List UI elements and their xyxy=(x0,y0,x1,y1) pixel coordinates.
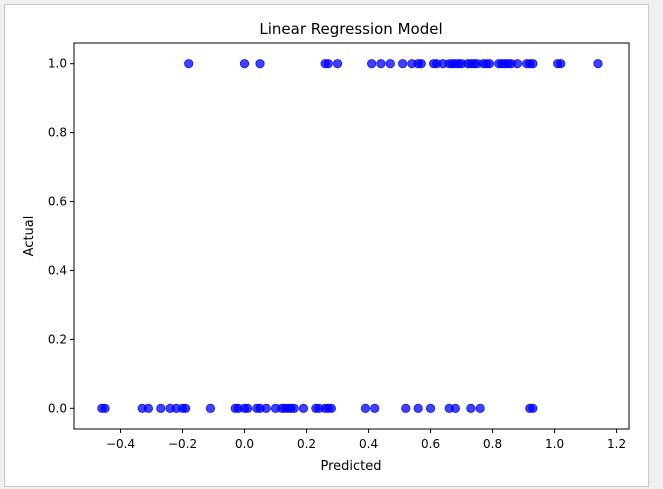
data-point xyxy=(370,403,380,413)
chart-title: Linear Regression Model xyxy=(259,20,442,38)
data-point xyxy=(398,59,408,69)
data-point xyxy=(143,403,154,413)
y-tick-label: 0.2 xyxy=(48,332,67,346)
data-point xyxy=(416,59,426,69)
data-point xyxy=(593,59,603,69)
data-point xyxy=(401,403,411,413)
data-point xyxy=(528,59,538,69)
data-point xyxy=(332,59,343,69)
data-point xyxy=(484,59,495,69)
data-point xyxy=(181,403,191,413)
data-point xyxy=(475,403,485,413)
data-point xyxy=(385,59,395,69)
data-point xyxy=(376,59,386,69)
data-point xyxy=(326,403,336,413)
data-point xyxy=(156,403,166,413)
scatter-chart: Linear Regression Model −0.4 −0.2 0.0 0.2 0.… xyxy=(5,5,648,486)
data-point xyxy=(289,403,299,413)
y-tick-label: 0.4 xyxy=(48,263,67,277)
y-tick-label: 0.0 xyxy=(48,401,67,415)
data-point xyxy=(239,59,250,69)
data-point xyxy=(323,59,333,69)
y-tick-label: 1.0 xyxy=(48,57,67,71)
y-tick-label: 0.8 xyxy=(48,126,67,140)
data-point xyxy=(243,403,253,413)
x-tick-label: 0.6 xyxy=(421,437,440,451)
points-layer xyxy=(97,59,603,413)
data-point xyxy=(413,403,423,413)
figure-background xyxy=(5,5,648,486)
data-point xyxy=(100,403,110,413)
y-tick-label: 0.6 xyxy=(48,195,67,209)
figure-window: Linear Regression Model −0.4 −0.2 0.0 0.2 0.… xyxy=(4,4,649,487)
ticks-layer: −0.4 −0.2 0.0 0.2 0.4 0.6 0.8 1.0 1.2 0.0 0.2 0.4 0.… xyxy=(48,57,626,451)
x-tick-label: 0.8 xyxy=(483,437,502,451)
data-point xyxy=(425,403,436,413)
x-tick-label: 1.2 xyxy=(607,437,626,451)
x-axis-label: Predicted xyxy=(320,459,381,474)
data-point xyxy=(261,403,271,413)
data-point xyxy=(360,403,371,413)
data-point xyxy=(298,403,309,413)
x-tick-label: 0.2 xyxy=(297,437,316,451)
data-point xyxy=(466,403,476,413)
data-point xyxy=(450,403,460,413)
data-point xyxy=(528,403,538,413)
y-axis-label: Actual xyxy=(22,216,37,257)
x-tick-label: 0.4 xyxy=(359,437,378,451)
plot-area-frame xyxy=(73,42,630,430)
data-point xyxy=(255,59,265,69)
x-tick-label: 0.0 xyxy=(235,437,254,451)
data-point xyxy=(512,59,522,69)
data-point xyxy=(205,403,216,413)
data-point xyxy=(367,59,377,69)
data-point xyxy=(556,59,566,69)
x-tick-label: −0.2 xyxy=(168,437,197,451)
data-point xyxy=(184,59,194,69)
x-tick-label: −0.4 xyxy=(106,437,135,451)
x-tick-label: 1.0 xyxy=(545,437,564,451)
